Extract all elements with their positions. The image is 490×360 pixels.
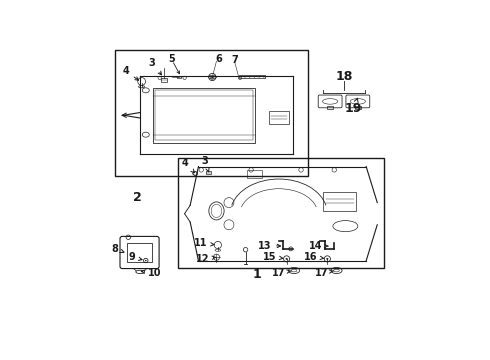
Text: 14: 14 — [309, 240, 328, 251]
Text: 1: 1 — [252, 268, 261, 281]
Text: 10: 10 — [141, 268, 162, 278]
Bar — [247, 170, 262, 177]
Circle shape — [211, 76, 213, 78]
Circle shape — [286, 258, 287, 260]
Text: 16: 16 — [304, 252, 324, 262]
Text: 8: 8 — [111, 244, 124, 254]
Bar — [155, 90, 252, 140]
Text: 5: 5 — [169, 54, 175, 64]
Text: 12: 12 — [196, 254, 216, 264]
Bar — [269, 111, 289, 123]
Text: 2: 2 — [133, 190, 142, 203]
Bar — [153, 87, 255, 143]
Bar — [161, 78, 167, 82]
Text: 6: 6 — [216, 54, 222, 64]
Text: 7: 7 — [231, 55, 238, 65]
Circle shape — [145, 260, 147, 261]
Text: 17: 17 — [272, 268, 291, 278]
Text: 13: 13 — [258, 240, 281, 251]
Bar — [239, 75, 265, 78]
Bar — [115, 50, 308, 176]
Bar — [323, 192, 356, 211]
Circle shape — [327, 258, 328, 260]
Text: 3: 3 — [149, 58, 162, 75]
Bar — [206, 171, 212, 174]
Bar — [355, 106, 361, 109]
Text: 19: 19 — [345, 98, 363, 116]
Text: 18: 18 — [335, 70, 353, 83]
Bar — [177, 76, 181, 78]
Bar — [327, 106, 334, 109]
Text: 17: 17 — [315, 268, 334, 278]
Text: 3: 3 — [201, 156, 209, 172]
Text: 15: 15 — [263, 252, 283, 262]
Bar — [178, 158, 384, 268]
Bar — [127, 243, 152, 262]
Text: 9: 9 — [128, 252, 142, 262]
Text: 4: 4 — [122, 66, 139, 80]
Text: 11: 11 — [194, 238, 214, 248]
Text: 4: 4 — [182, 158, 195, 173]
